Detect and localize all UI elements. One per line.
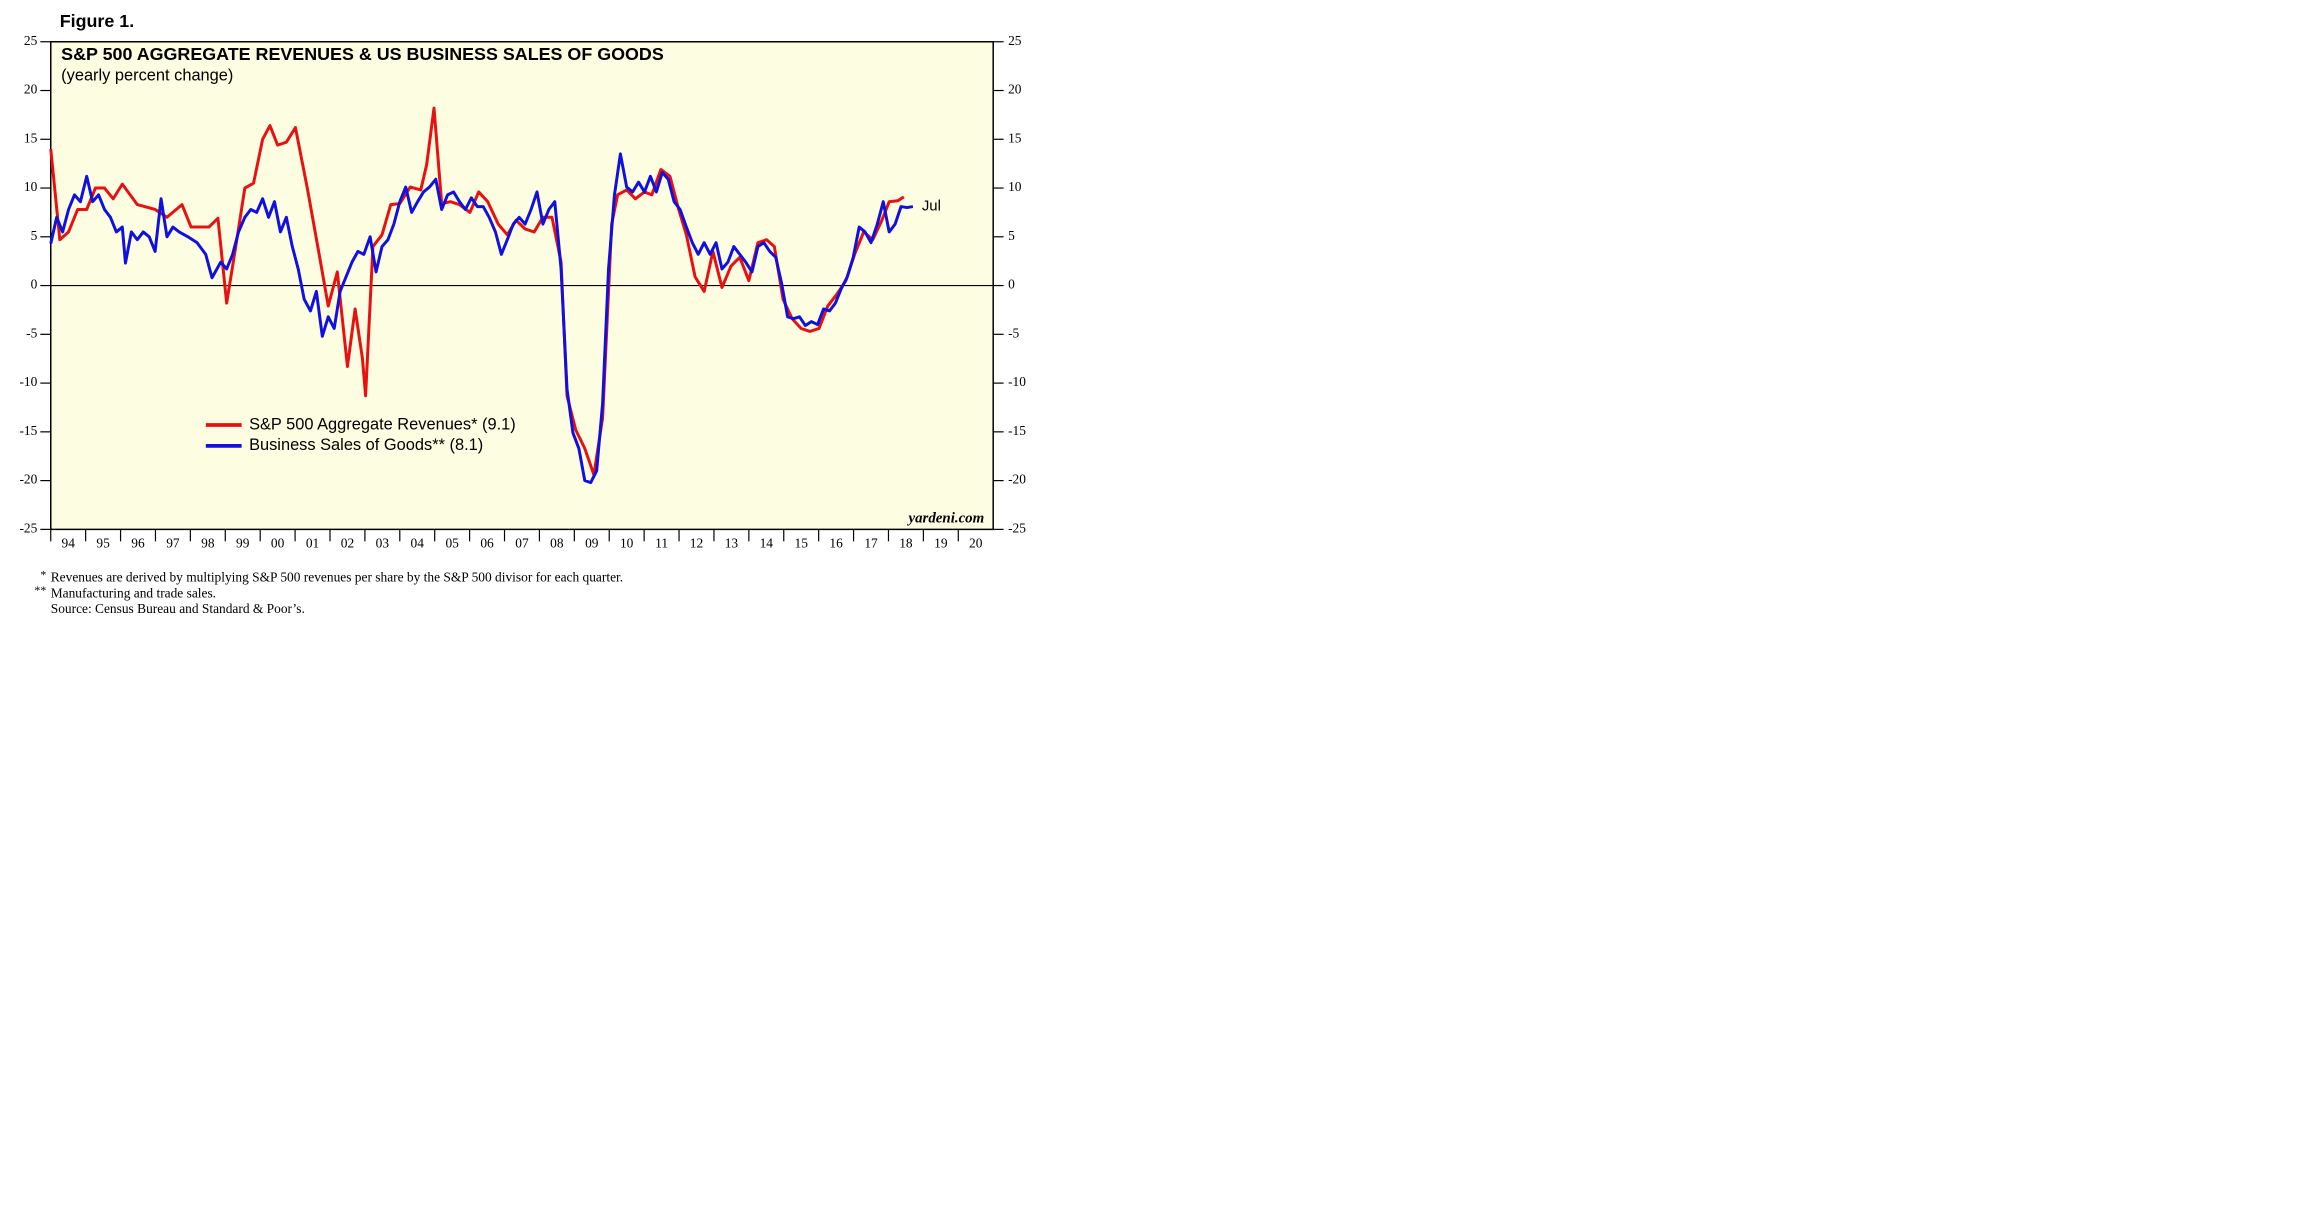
x-tick-label: 95 [96, 535, 110, 550]
x-tick-label: 05 [445, 535, 459, 550]
x-tick-label: 20 [969, 535, 983, 550]
x-tick-label: 02 [341, 535, 354, 550]
x-tick-label: 01 [306, 535, 319, 550]
footnote: Source: Census Bureau and Standard & Poo… [51, 601, 305, 616]
y2-tick-label: 25 [1008, 33, 1022, 48]
x-tick-label: 11 [655, 535, 668, 550]
y-tick-label: 15 [24, 130, 38, 145]
y-tick-label: 25 [24, 33, 38, 48]
footnote-marker: * [40, 567, 46, 581]
source-credit: yardeni.com [906, 510, 984, 526]
figure-label: Figure 1. [60, 11, 134, 31]
x-tick-label: 08 [550, 535, 564, 550]
footnote-marker: ** [34, 583, 46, 597]
x-tick-label: 00 [271, 535, 285, 550]
x-tick-label: 12 [690, 535, 703, 550]
footnote: Revenues are derived by multiplying S&P … [51, 570, 623, 585]
footnote: Manufacturing and trade sales. [51, 585, 216, 600]
y2-tick-label: -20 [1008, 472, 1026, 487]
y-tick-label: 0 [31, 277, 38, 292]
x-tick-label: 98 [201, 535, 215, 550]
x-tick-label: 03 [376, 535, 390, 550]
x-tick-label: 04 [411, 535, 425, 550]
x-tick-label: 15 [795, 535, 809, 550]
y2-tick-label: -10 [1008, 374, 1026, 389]
y2-tick-label: 5 [1008, 228, 1015, 243]
y-tick-label: -25 [19, 520, 37, 535]
x-tick-label: 18 [899, 535, 913, 550]
y2-tick-label: -15 [1008, 423, 1026, 438]
x-tick-label: 13 [725, 535, 739, 550]
x-tick-label: 10 [620, 535, 634, 550]
plot-frame [50, 41, 994, 531]
series-line [49, 106, 905, 477]
y2-tick-label: 0 [1008, 277, 1015, 292]
y-tick-label: 10 [24, 179, 38, 194]
y2-tick-label: -25 [1008, 520, 1026, 535]
x-tick-label: 07 [515, 535, 529, 550]
x-tick-label: 16 [829, 535, 843, 550]
chart-subtitle: (yearly percent change) [61, 66, 233, 84]
x-tick-label: 17 [864, 535, 878, 550]
y-tick-label: -10 [19, 374, 37, 389]
series-line [49, 152, 914, 485]
x-tick-label: 96 [131, 535, 145, 550]
chart-title: S&P 500 AGGREGATE REVENUES & US BUSINESS… [61, 44, 664, 64]
x-tick-label: 97 [166, 535, 180, 550]
legend-label: Business Sales of Goods** (8.1) [249, 436, 483, 454]
y2-tick-label: 10 [1008, 179, 1022, 194]
x-tick-label: 06 [480, 535, 494, 550]
x-tick-label: 94 [62, 535, 76, 550]
y2-tick-label: 15 [1008, 130, 1022, 145]
y2-tick-label: 20 [1008, 82, 1022, 97]
y-tick-label: -5 [26, 325, 37, 340]
annotation: Jul [922, 199, 941, 215]
y2-tick-label: -5 [1008, 325, 1019, 340]
y-tick-label: 20 [24, 82, 38, 97]
y-tick-label: -15 [19, 423, 37, 438]
x-tick-label: 14 [760, 535, 774, 550]
x-tick-label: 09 [585, 535, 599, 550]
x-tick-label: 19 [934, 535, 948, 550]
x-tick-label: 99 [236, 535, 250, 550]
legend-label: S&P 500 Aggregate Revenues* (9.1) [249, 415, 516, 433]
y-tick-label: 5 [31, 228, 38, 243]
y-tick-label: -20 [19, 472, 37, 487]
